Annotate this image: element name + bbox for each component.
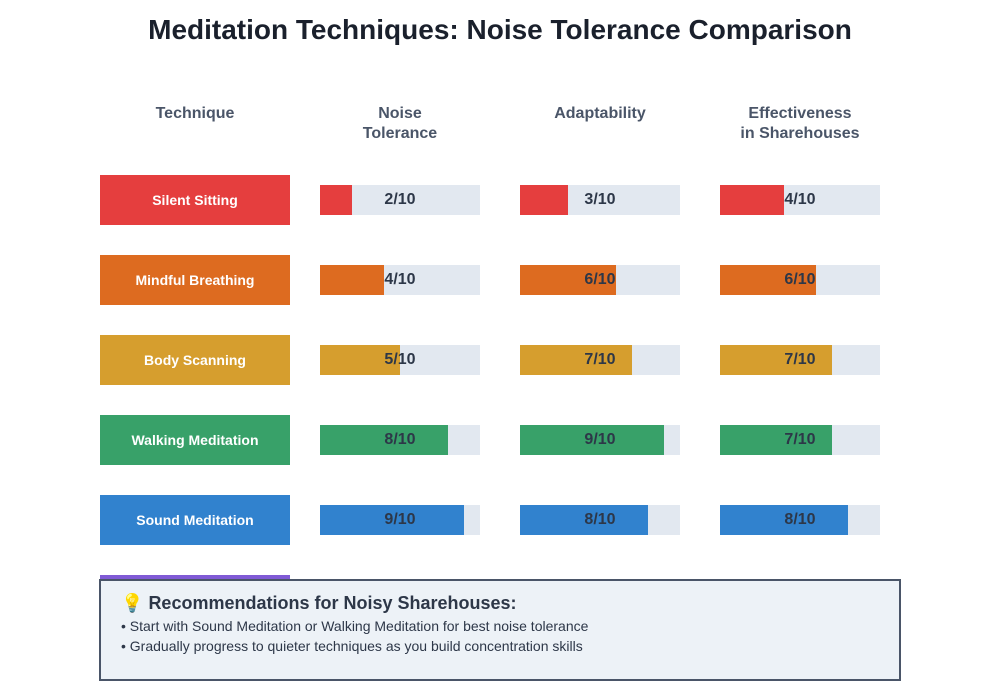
score-label: 5/10 — [384, 351, 416, 368]
recommendation-item: • Start with Sound Meditation or Walking… — [121, 618, 589, 634]
recommendations-title: 💡 Recommendations for Noisy Sharehouses: — [121, 593, 899, 614]
score-bar-track: 7/10 — [720, 345, 880, 375]
score-bar-track: 4/10 — [720, 185, 880, 215]
score-bar-track: 8/10 — [320, 425, 480, 455]
technique-label: Silent Sitting — [100, 175, 290, 225]
recommendations-title-text: Recommendations for Noisy Sharehouses: — [148, 593, 517, 613]
column-header: Effectiveness in Sharehouses — [740, 105, 860, 142]
recommendation-item: • Gradually progress to quieter techniqu… — [121, 638, 583, 654]
score-bar-fill — [320, 505, 464, 535]
score-bar-fill — [320, 265, 384, 295]
score-bar-fill — [520, 505, 648, 535]
chart-title: Meditation Techniques: Noise Tolerance C… — [148, 14, 852, 45]
score-bar-track: 2/10 — [320, 185, 480, 215]
score-label: 8/10 — [784, 511, 816, 528]
score-bar-track: 9/10 — [320, 505, 480, 535]
score-label: 6/10 — [584, 271, 616, 288]
technique-label: Sound Meditation — [100, 495, 290, 545]
lightbulb-icon: 💡 — [121, 593, 144, 613]
score-label: 4/10 — [384, 271, 416, 288]
score-bar-fill — [720, 425, 832, 455]
score-bar-track: 3/10 — [520, 185, 680, 215]
column-header: Technique — [155, 105, 235, 122]
score-bar-fill — [520, 345, 632, 375]
score-bar-track: 9/10 — [520, 425, 680, 455]
score-bar-fill — [320, 345, 400, 375]
score-label: 9/10 — [584, 431, 616, 448]
score-bar-fill — [520, 185, 568, 215]
score-bar-track: 4/10 — [320, 265, 480, 295]
score-bar-track: 8/10 — [720, 505, 880, 535]
technique-label: Walking Meditation — [100, 415, 290, 465]
score-bar-track: 8/10 — [520, 505, 680, 535]
score-bar-track: 7/10 — [720, 425, 880, 455]
score-bar-fill — [520, 425, 664, 455]
score-label: 2/10 — [384, 191, 416, 208]
score-label: 8/10 — [384, 431, 416, 448]
score-label: 7/10 — [584, 351, 616, 368]
recommendations-box: 💡 Recommendations for Noisy Sharehouses:… — [99, 579, 901, 681]
column-header: Noise Tolerance — [362, 105, 438, 142]
score-bar-fill — [720, 265, 816, 295]
score-label: 9/10 — [384, 511, 416, 528]
score-bar-track: 6/10 — [520, 265, 680, 295]
score-label: 7/10 — [784, 431, 816, 448]
score-label: 3/10 — [584, 191, 616, 208]
score-bar-fill — [720, 505, 848, 535]
score-bar-track: 7/10 — [520, 345, 680, 375]
technique-label: Body Scanning — [100, 335, 290, 385]
score-label: 4/10 — [784, 191, 816, 208]
score-label: 7/10 — [784, 351, 816, 368]
score-bar-fill — [320, 185, 352, 215]
score-label: 8/10 — [584, 511, 616, 528]
score-bar-fill — [720, 185, 784, 215]
score-bar-fill — [520, 265, 616, 295]
score-bar-fill — [320, 425, 448, 455]
column-header: Adaptability — [554, 105, 646, 122]
score-bar-track: 5/10 — [320, 345, 480, 375]
score-bar-track: 6/10 — [720, 265, 880, 295]
technique-label: Mindful Breathing — [100, 255, 290, 305]
score-bar-fill — [720, 345, 832, 375]
score-label: 6/10 — [784, 271, 816, 288]
